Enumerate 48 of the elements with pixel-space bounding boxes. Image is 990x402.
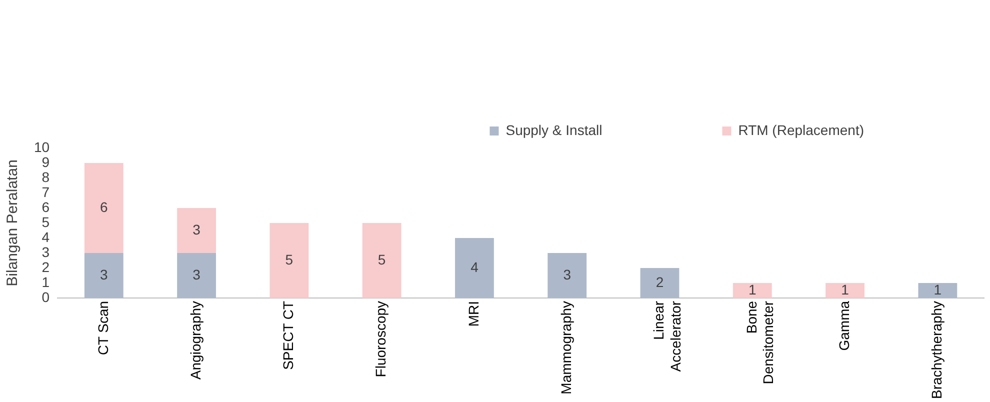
- bar: [84, 162, 124, 253]
- x-tick-label: Bone Densitometer: [743, 300, 776, 384]
- x-tick-label: Brachytheraphy: [928, 300, 945, 400]
- bar: [84, 252, 124, 298]
- y-tick-label: 0: [42, 288, 50, 305]
- data-label: 3: [100, 266, 108, 282]
- bar: [455, 238, 494, 298]
- data-label: 3: [192, 266, 201, 282]
- data-label: 5: [378, 251, 386, 268]
- x-tick-label: MRI: [465, 300, 482, 327]
- data-label: 4: [470, 258, 479, 275]
- bar: [177, 208, 216, 253]
- data-label: 6: [100, 198, 108, 215]
- bar: [270, 222, 309, 298]
- data-label: 3: [563, 266, 572, 282]
- x-tick-label: Fluoroscopy: [372, 300, 389, 378]
- x-tick-label: Linear Accelerator: [650, 300, 684, 372]
- data-label: 2: [656, 274, 664, 290]
- legend-label: RTM (Replacement): [738, 122, 864, 138]
- x-tick-label: Angiography: [187, 300, 204, 380]
- y-tick-label: 5: [42, 214, 50, 230]
- y-tick-label: 7: [42, 184, 50, 200]
- bar: [640, 268, 680, 298]
- bar: [918, 282, 958, 298]
- data-label: 3: [192, 221, 201, 238]
- y-tick-label: 4: [42, 228, 50, 245]
- x-tick-label: Mammography: [558, 300, 574, 394]
- y-tick-label: 2: [42, 258, 50, 275]
- bar: [732, 282, 772, 298]
- bar: [548, 252, 587, 298]
- legend-label: Supply & Install: [506, 122, 602, 138]
- y-tick-label: 8: [42, 168, 50, 185]
- data-label: 1: [748, 281, 756, 298]
- x-tick-label: CT Scan: [94, 300, 111, 356]
- y-axis-title: Bilangan Peralatan: [4, 160, 22, 286]
- bar: [177, 252, 216, 298]
- y-tick-label: 1: [42, 274, 50, 290]
- x-tick-label: SPECT CT: [280, 300, 296, 370]
- y-tick-label: 10: [34, 138, 50, 155]
- bar: [362, 222, 402, 298]
- y-tick-label: 9: [42, 154, 50, 170]
- data-label: 1: [841, 281, 850, 298]
- y-tick-label: 6: [42, 198, 50, 215]
- data-label: 5: [285, 251, 294, 268]
- data-label: 1: [934, 281, 942, 298]
- y-tick-label: 3: [42, 244, 50, 260]
- bar: [826, 282, 864, 298]
- x-tick-label: Gamma: [836, 300, 852, 351]
